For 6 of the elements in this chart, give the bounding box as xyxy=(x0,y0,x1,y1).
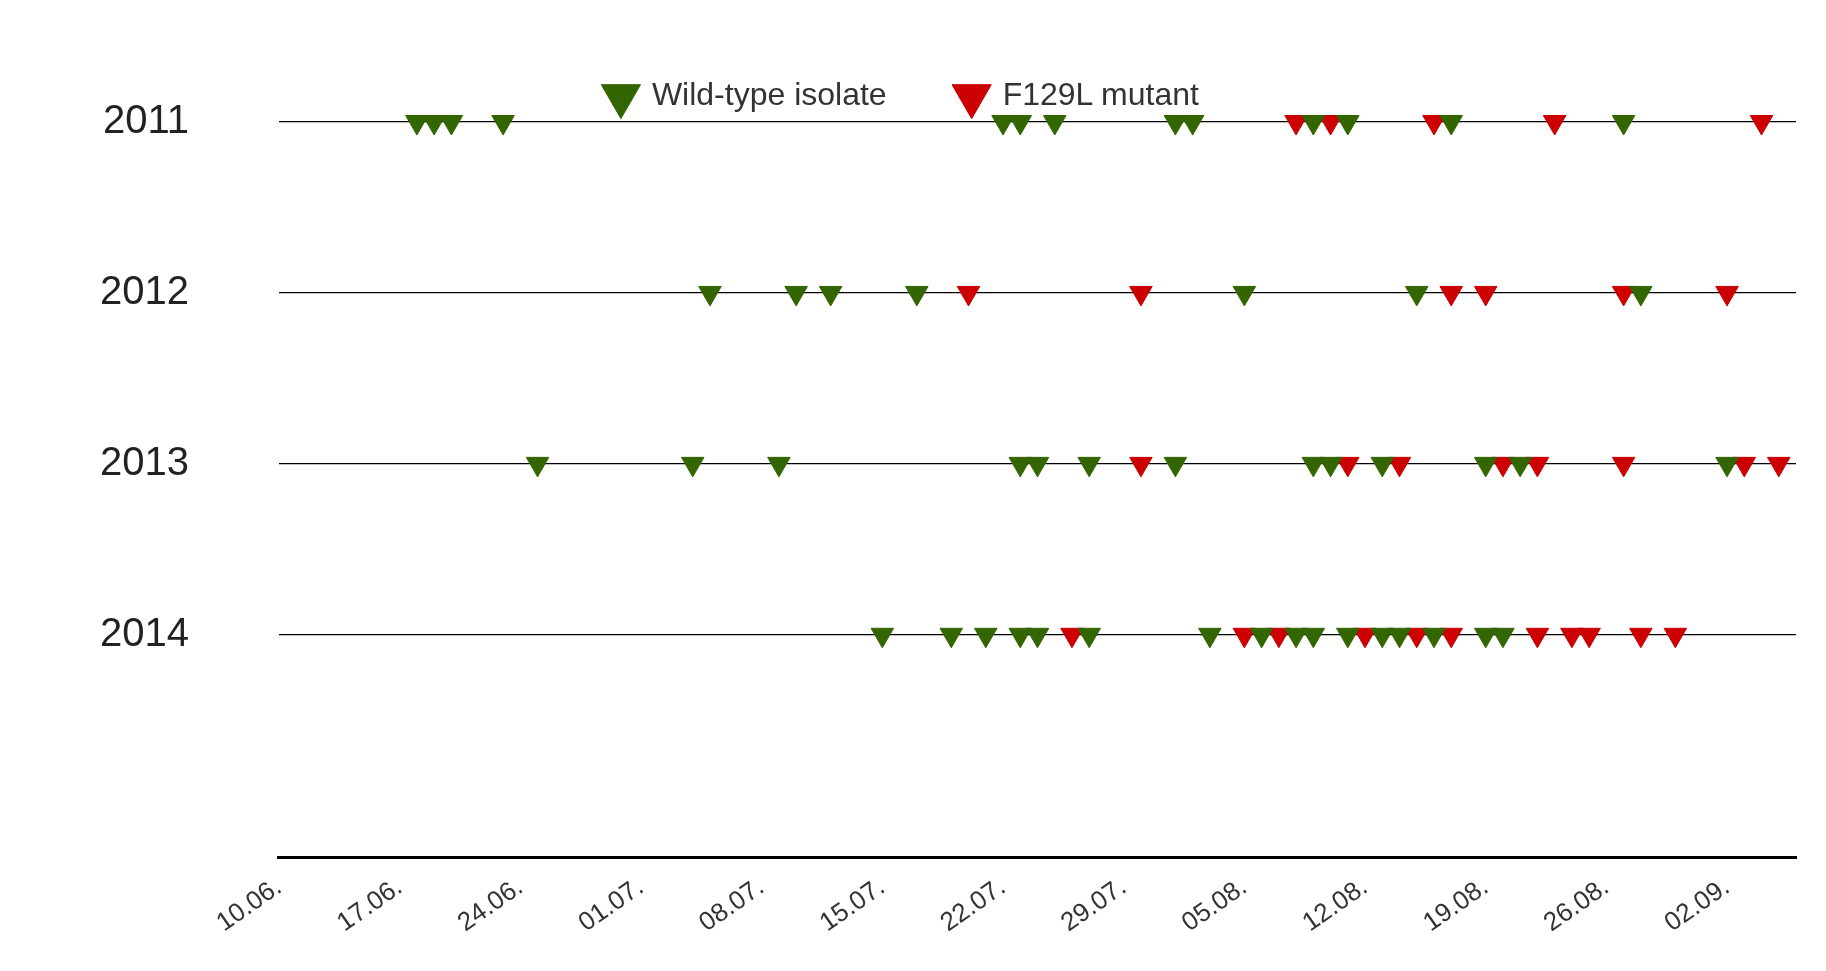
y-tick-label: 2013 xyxy=(100,438,189,483)
y-tick-label: 2012 xyxy=(100,267,189,312)
legend-label: Wild-type isolate xyxy=(651,75,887,112)
y-tick-label: 2014 xyxy=(100,609,189,654)
y-tick-label: 2011 xyxy=(102,97,189,142)
legend-label: F129L mutant xyxy=(1002,75,1200,112)
